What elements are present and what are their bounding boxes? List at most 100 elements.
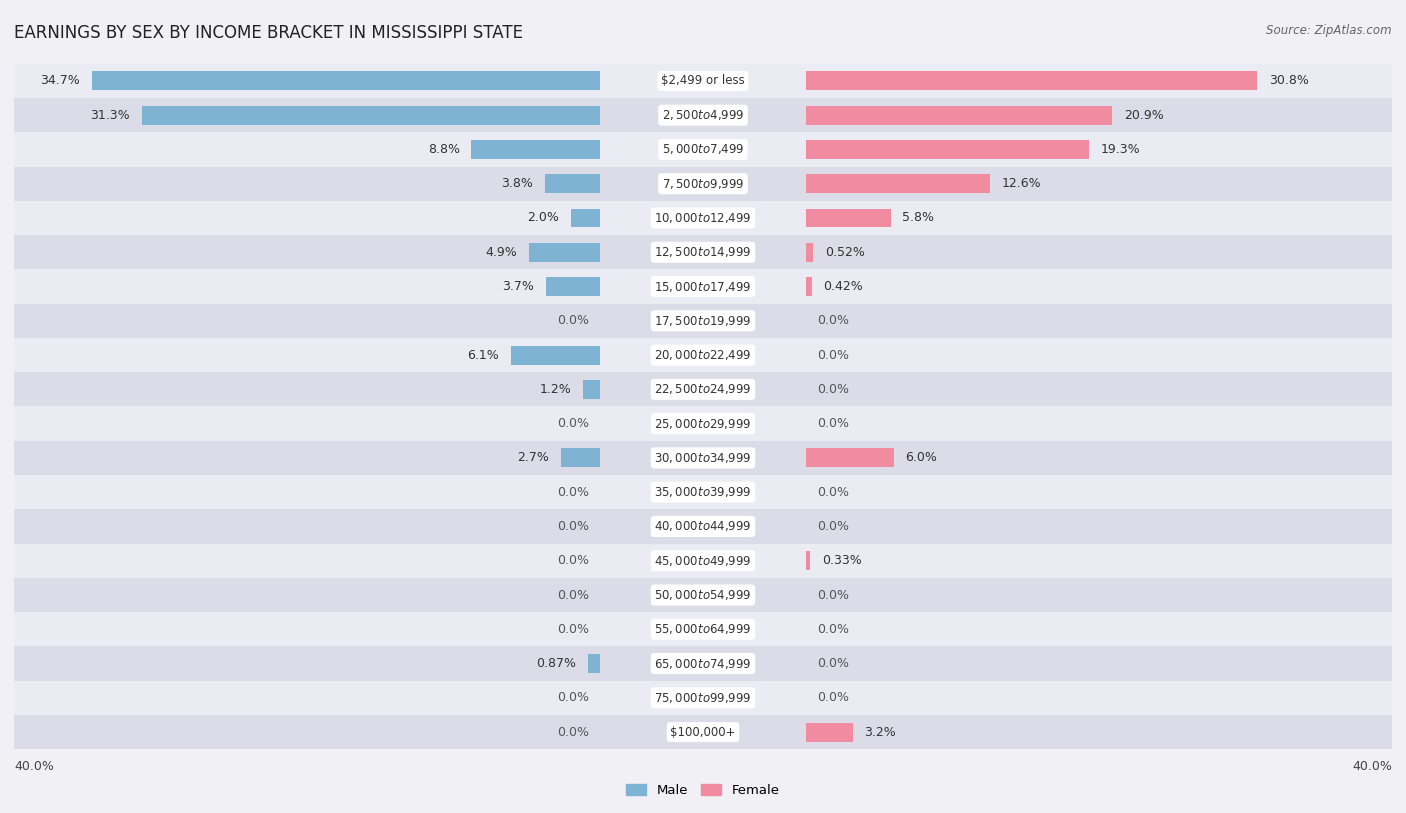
Bar [806, 98, 1392, 133]
Bar [806, 338, 1392, 372]
Bar [91, 72, 600, 90]
Text: 40.0%: 40.0% [14, 759, 53, 772]
Text: 0.0%: 0.0% [557, 725, 589, 738]
Text: 0.0%: 0.0% [817, 349, 849, 362]
Bar [142, 106, 600, 124]
Text: 6.1%: 6.1% [468, 349, 499, 362]
Text: 12.6%: 12.6% [1002, 177, 1042, 190]
Text: 0.0%: 0.0% [557, 554, 589, 567]
Text: 0.0%: 0.0% [817, 520, 849, 533]
Text: 0.0%: 0.0% [557, 691, 589, 704]
Text: 20.9%: 20.9% [1123, 109, 1163, 122]
Text: $7,500 to $9,999: $7,500 to $9,999 [662, 176, 744, 191]
Text: 31.3%: 31.3% [90, 109, 129, 122]
Text: 3.8%: 3.8% [501, 177, 533, 190]
Bar [806, 174, 990, 193]
Bar [14, 406, 600, 441]
Bar [806, 544, 1392, 578]
Text: $10,000 to $12,499: $10,000 to $12,499 [654, 211, 752, 225]
Bar [806, 646, 1392, 680]
Bar [14, 646, 600, 680]
Bar [806, 243, 813, 262]
Text: 40.0%: 40.0% [1353, 759, 1392, 772]
Text: 34.7%: 34.7% [41, 75, 80, 88]
Text: 0.0%: 0.0% [557, 589, 589, 602]
Bar [806, 72, 1257, 90]
Bar [600, 544, 806, 578]
Bar [529, 243, 600, 262]
Bar [806, 680, 1392, 715]
Text: 19.3%: 19.3% [1101, 143, 1140, 156]
Bar [600, 441, 806, 475]
Bar [600, 680, 806, 715]
Bar [806, 475, 1392, 509]
Bar [14, 201, 600, 235]
Text: $22,500 to $24,999: $22,500 to $24,999 [654, 382, 752, 397]
Bar [600, 406, 806, 441]
Bar [14, 98, 600, 133]
Text: 30.8%: 30.8% [1268, 75, 1309, 88]
Bar [600, 646, 806, 680]
Bar [806, 269, 1392, 304]
Text: $100,000+: $100,000+ [671, 725, 735, 738]
Bar [600, 612, 806, 646]
Bar [806, 449, 894, 467]
Bar [14, 304, 600, 338]
Bar [14, 441, 600, 475]
Text: 0.0%: 0.0% [817, 589, 849, 602]
Text: 0.0%: 0.0% [557, 315, 589, 328]
Bar [806, 612, 1392, 646]
Bar [14, 372, 600, 406]
Bar [544, 174, 600, 193]
Bar [806, 509, 1392, 544]
Text: $75,000 to $99,999: $75,000 to $99,999 [654, 691, 752, 705]
Text: $25,000 to $29,999: $25,000 to $29,999 [654, 416, 752, 431]
Text: 0.0%: 0.0% [817, 691, 849, 704]
Text: $15,000 to $17,499: $15,000 to $17,499 [654, 280, 752, 293]
Legend: Male, Female: Male, Female [621, 778, 785, 802]
Text: $55,000 to $64,999: $55,000 to $64,999 [654, 622, 752, 637]
Text: 0.52%: 0.52% [825, 246, 865, 259]
Text: EARNINGS BY SEX BY INCOME BRACKET IN MISSISSIPPI STATE: EARNINGS BY SEX BY INCOME BRACKET IN MIS… [14, 24, 523, 42]
Text: $50,000 to $54,999: $50,000 to $54,999 [654, 588, 752, 602]
Text: 3.7%: 3.7% [502, 280, 534, 293]
Text: 0.42%: 0.42% [824, 280, 863, 293]
Bar [806, 277, 811, 296]
Bar [14, 167, 600, 201]
Bar [471, 140, 600, 159]
Text: 0.0%: 0.0% [817, 657, 849, 670]
Bar [806, 106, 1112, 124]
Bar [600, 201, 806, 235]
Text: 0.0%: 0.0% [557, 520, 589, 533]
Text: 8.8%: 8.8% [427, 143, 460, 156]
Text: 6.0%: 6.0% [905, 451, 938, 464]
Bar [806, 167, 1392, 201]
Bar [14, 63, 600, 98]
Bar [806, 578, 1392, 612]
Bar [806, 441, 1392, 475]
Bar [600, 269, 806, 304]
Bar [14, 680, 600, 715]
Bar [600, 133, 806, 167]
Bar [600, 578, 806, 612]
Bar [806, 63, 1392, 98]
Bar [806, 133, 1392, 167]
Text: 1.2%: 1.2% [540, 383, 571, 396]
Text: 2.7%: 2.7% [517, 451, 550, 464]
Bar [14, 544, 600, 578]
Text: $2,499 or less: $2,499 or less [661, 75, 745, 88]
Bar [806, 304, 1392, 338]
Text: 5.8%: 5.8% [903, 211, 935, 224]
Text: 3.2%: 3.2% [865, 725, 896, 738]
Bar [806, 715, 1392, 750]
Text: Source: ZipAtlas.com: Source: ZipAtlas.com [1267, 24, 1392, 37]
Text: $45,000 to $49,999: $45,000 to $49,999 [654, 554, 752, 567]
Text: 0.0%: 0.0% [557, 485, 589, 498]
Text: 0.87%: 0.87% [536, 657, 576, 670]
Bar [561, 449, 600, 467]
Bar [571, 209, 600, 228]
Bar [583, 380, 600, 399]
Text: $20,000 to $22,499: $20,000 to $22,499 [654, 348, 752, 362]
Text: 0.0%: 0.0% [817, 383, 849, 396]
Bar [14, 133, 600, 167]
